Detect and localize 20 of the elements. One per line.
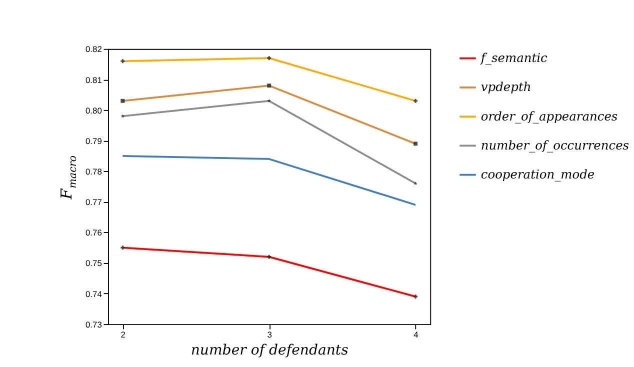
x-tick-label: 2 — [120, 330, 126, 340]
x-tick-label: 3 — [267, 330, 272, 340]
y-tick-label: 0.80 — [85, 105, 102, 116]
y-tick-label: 0.78 — [85, 166, 102, 176]
x-axis-title: number of defendants — [190, 342, 348, 359]
y-tick-label: 0.79 — [85, 136, 102, 146]
legend-label: order_of_appearances — [480, 109, 618, 124]
y-axis-title: Fmacro — [57, 155, 80, 200]
legend-label: number_of_occurrences — [480, 138, 630, 152]
legend-label: vpdepth — [480, 80, 532, 94]
y-tick-label: 0.74 — [85, 288, 102, 299]
y-tick-label: 0.75 — [85, 258, 102, 268]
legend-label: f_semantic — [480, 51, 548, 66]
y-tick-label: 0.77 — [85, 197, 102, 208]
y-tick-label: 0.76 — [85, 228, 102, 238]
y-tick-label: 0.82 — [85, 44, 102, 54]
y-tick-label: 0.81 — [85, 74, 102, 85]
x-tick-label: 4 — [414, 330, 419, 340]
y-tick-label: 0.73 — [85, 319, 102, 330]
legend-label: cooperation_mode — [480, 168, 595, 182]
